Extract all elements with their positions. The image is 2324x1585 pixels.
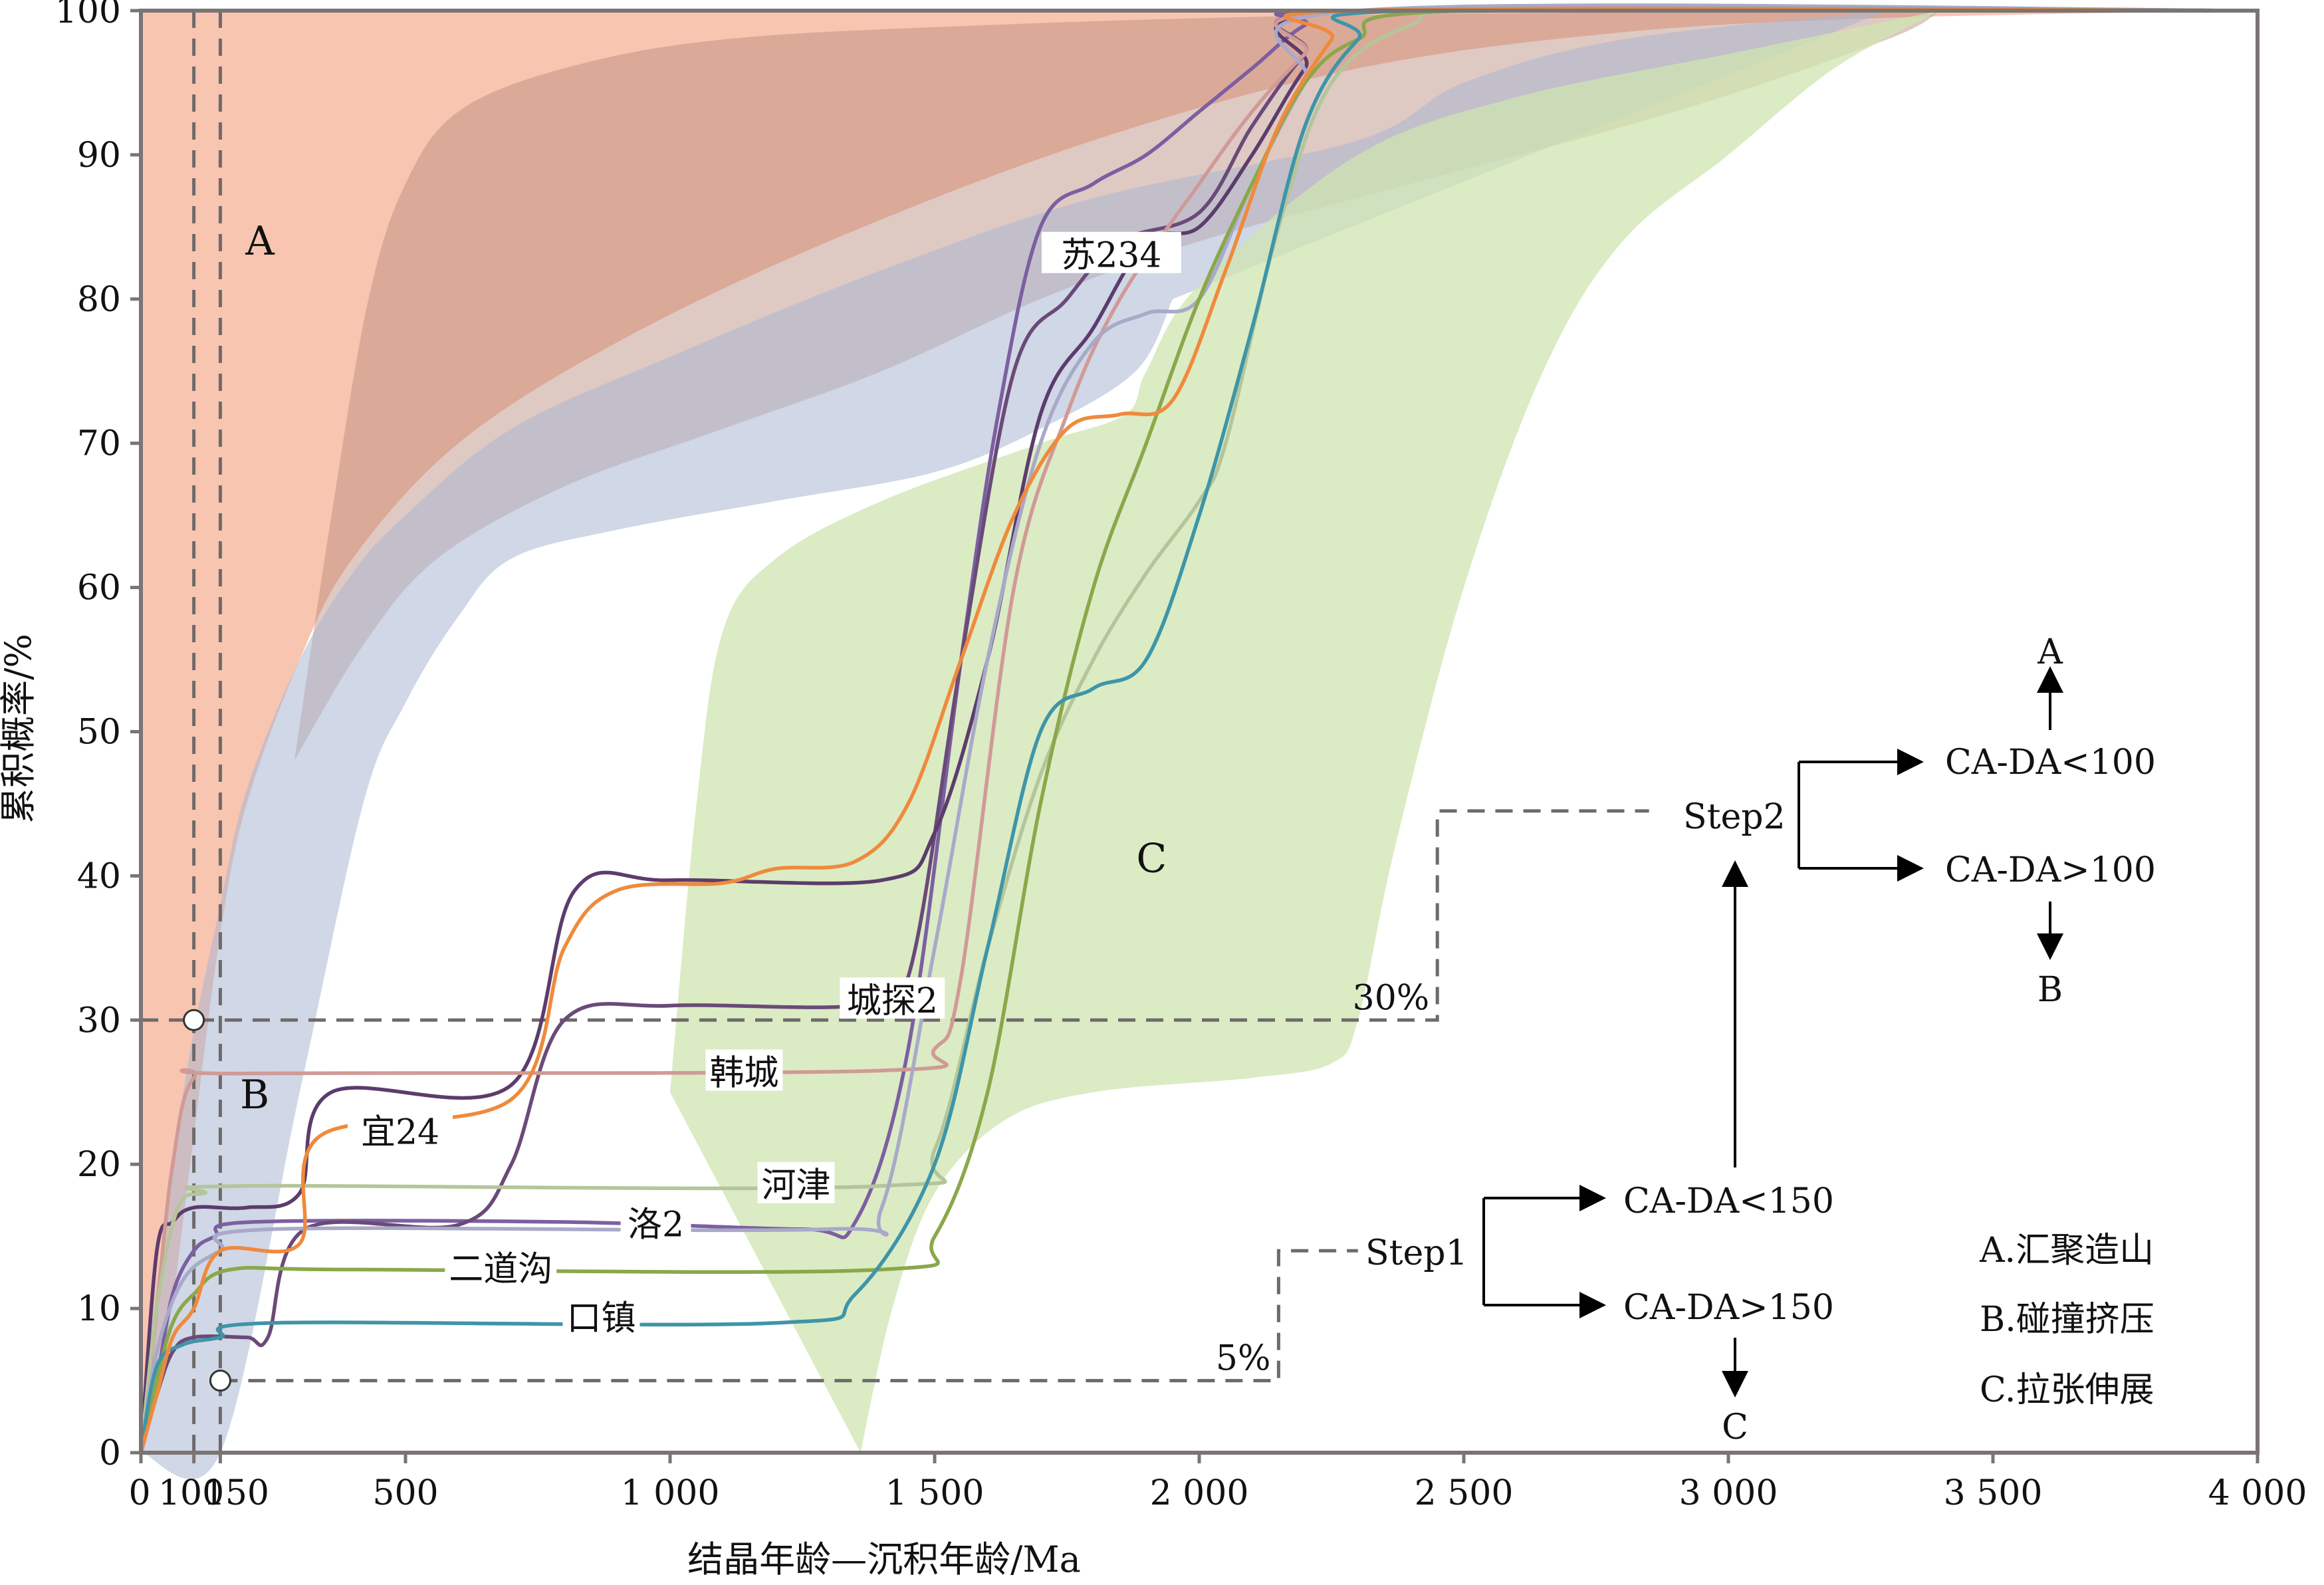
x-tick-label: 1 500 — [885, 1473, 985, 1513]
x-tick-label: 0 — [128, 1473, 150, 1513]
region-label-b: B — [240, 1072, 269, 1118]
reference-lines-layer: 30% 5% — [141, 11, 1649, 1453]
series-label-background — [840, 977, 945, 1019]
threshold-step-line-2 — [141, 809, 1649, 1022]
step2-down-result: B — [2037, 970, 2063, 1010]
series-layer — [139, 3, 2258, 1453]
series-label-background — [445, 1245, 557, 1287]
x-tick-label: 2 500 — [1415, 1473, 1514, 1513]
step2-label: Step2 — [1683, 797, 1786, 837]
legend-item-a: A.汇聚造山 — [1979, 1231, 2154, 1271]
series-label-background — [757, 1161, 835, 1203]
x-tick-label: 2 000 — [1150, 1473, 1249, 1513]
y-tick-label: 40 — [77, 856, 121, 896]
legend-item-c: C.拉张伸展 — [1980, 1370, 2154, 1410]
step2-up-result: A — [2037, 632, 2063, 672]
series-line-orange — [139, 7, 2258, 1453]
threshold-label: 30% — [1353, 978, 1430, 1018]
threshold-marker — [209, 1370, 231, 1392]
y-tick-label: 70 — [77, 424, 121, 464]
series-label-background — [562, 1294, 640, 1336]
step1-upper-condition: CA-DA<150 — [1623, 1181, 1834, 1221]
y-tick-label: 30 — [77, 1001, 121, 1040]
x-tick-label: 3 500 — [1944, 1473, 2043, 1513]
y-tick-label: 60 — [77, 568, 121, 608]
series-label: 洛2 — [628, 1205, 684, 1245]
flowchart-layer: Step1 CA-DA<150 CA-DA>150 C Step2 CA-DA<… — [1365, 632, 2156, 1447]
y-tick-label: 10 — [77, 1289, 121, 1329]
series-label-background — [705, 1049, 783, 1091]
step1-label: Step1 — [1365, 1233, 1468, 1273]
series-label: 城探2 — [847, 981, 938, 1021]
y-tick-label: 20 — [77, 1145, 121, 1185]
series-label: 口镇 — [567, 1298, 636, 1338]
region-a-core-area — [294, 11, 1940, 761]
series-line-二道沟 — [139, 7, 2258, 1453]
y-tick-label: 0 — [99, 1433, 121, 1473]
step1-lower-condition: CA-DA>150 — [1623, 1288, 1834, 1328]
x-tick-label: 100 — [158, 1473, 224, 1513]
region-label-c: C — [1136, 835, 1167, 882]
series-label: 二道沟 — [449, 1250, 552, 1290]
x-tick-label: 500 — [372, 1473, 438, 1513]
series-label-background — [1041, 231, 1181, 273]
y-tick-label: 80 — [77, 280, 121, 320]
y-tick-label: 100 — [55, 0, 121, 31]
region-b-area — [141, 11, 1887, 1480]
x-tick-label: 4 000 — [2208, 1473, 2307, 1513]
series-line-洛2 — [139, 3, 2258, 1453]
series-label-background — [348, 1108, 453, 1150]
region-label-a: A — [245, 218, 275, 265]
series-line-河津 — [139, 7, 2258, 1453]
region-a-area — [141, 11, 2258, 1453]
y-tick-label: 90 — [77, 136, 121, 176]
x-axis-title: 结晶年龄—沉积年龄/Ma — [687, 1538, 1081, 1580]
threshold-label: 5% — [1216, 1339, 1271, 1379]
step1-down-result: C — [1722, 1407, 1748, 1447]
series-label: 苏234 — [1061, 236, 1161, 276]
threshold-marker — [183, 1009, 205, 1031]
series-label-background — [620, 1201, 691, 1243]
y-axis-title: 累积概率/% — [0, 634, 39, 824]
series-label: 宜24 — [361, 1112, 439, 1152]
series-label: 河津 — [761, 1166, 830, 1206]
x-tick-label: 150 — [203, 1473, 269, 1513]
legend-item-b: B.碰撞挤压 — [1980, 1300, 2154, 1340]
threshold-step-line-3 — [220, 1249, 1358, 1383]
y-tick-label: 50 — [77, 713, 121, 753]
x-tick-label: 1 000 — [621, 1473, 720, 1513]
x-tick-label: 3 000 — [1679, 1473, 1778, 1513]
series-label: 韩城 — [709, 1054, 778, 1094]
series-line-口镇 — [139, 7, 2258, 1453]
step2-upper-condition: CA-DA<100 — [1945, 743, 2156, 783]
step2-lower-condition: CA-DA>100 — [1945, 850, 2156, 890]
